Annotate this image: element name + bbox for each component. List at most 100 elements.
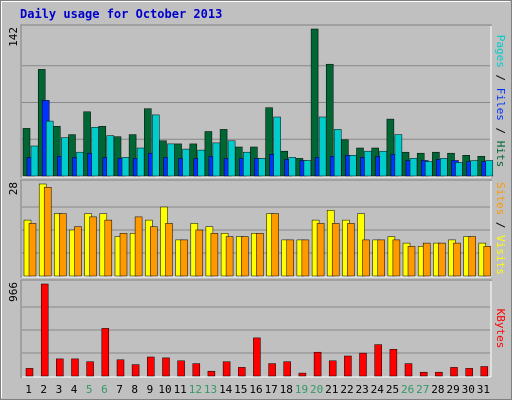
bar-kbytes bbox=[147, 356, 155, 377]
bar-sites bbox=[195, 229, 204, 277]
bar-pages bbox=[333, 129, 342, 177]
bar-sites bbox=[241, 236, 249, 277]
series-kbytes bbox=[25, 283, 489, 377]
bar-pages bbox=[45, 120, 54, 177]
xtick-label: 19 bbox=[295, 383, 308, 396]
bar-pages bbox=[136, 147, 145, 177]
bar-hits bbox=[22, 128, 31, 177]
bar-sites bbox=[165, 223, 173, 277]
xtick-label: 29 bbox=[446, 383, 459, 396]
legend-entry: Files bbox=[494, 88, 507, 121]
bar-kbytes bbox=[298, 372, 307, 377]
xtick-label: 6 bbox=[101, 383, 108, 396]
bar-kbytes bbox=[25, 368, 34, 377]
bar-kbytes bbox=[344, 355, 352, 377]
bar-pages bbox=[409, 158, 418, 177]
bar-kbytes bbox=[71, 358, 79, 377]
bar-pages bbox=[182, 148, 190, 177]
panel-legend: Sites / Visits bbox=[494, 182, 507, 275]
bar-kbytes bbox=[162, 357, 170, 377]
xtick-label: 16 bbox=[249, 383, 262, 396]
xtick-label: 4 bbox=[71, 383, 78, 396]
bar-sites bbox=[347, 223, 355, 277]
panel-visits-sites: 28 Sites / Visits bbox=[7, 179, 507, 278]
xtick-label: 9 bbox=[147, 383, 154, 396]
xtick-label: 23 bbox=[355, 383, 368, 396]
xtick-label: 2 bbox=[40, 383, 47, 396]
bar-sites bbox=[210, 233, 219, 277]
bar-hits bbox=[144, 108, 152, 177]
bar-sites bbox=[150, 226, 158, 277]
panel-legend: Pages / Files / Hits bbox=[494, 35, 507, 168]
bar-pages bbox=[243, 151, 251, 177]
panel-kbytes: 966 KBytes bbox=[7, 279, 507, 378]
bar-sites bbox=[119, 233, 128, 277]
bar-sites bbox=[377, 239, 385, 277]
legend-entry: / bbox=[494, 68, 507, 88]
bar-sites bbox=[407, 246, 416, 277]
bar-kbytes bbox=[419, 371, 428, 377]
bar-pages bbox=[91, 127, 99, 177]
bar-kbytes bbox=[131, 364, 140, 377]
xtick-label: 22 bbox=[340, 383, 353, 396]
bar-hits bbox=[128, 134, 137, 177]
bar-pages bbox=[394, 134, 403, 177]
xtick-label: 17 bbox=[265, 383, 278, 396]
panel-hits-files-pages: 142 Pages / Files / Hits bbox=[7, 24, 507, 178]
bar-sites bbox=[483, 246, 492, 277]
xtick-label: 11 bbox=[174, 383, 187, 396]
bar-pages bbox=[121, 157, 130, 177]
xtick-label: 10 bbox=[158, 383, 171, 396]
panel-legend: KBytes bbox=[494, 309, 507, 349]
bar-kbytes bbox=[253, 337, 261, 377]
bar-pages bbox=[152, 114, 160, 177]
xtick-label: 21 bbox=[325, 383, 338, 396]
xtick-label: 14 bbox=[219, 383, 233, 396]
bar-kbytes bbox=[313, 351, 322, 377]
bar-sites bbox=[453, 242, 461, 277]
xtick-label: 18 bbox=[280, 383, 293, 396]
bar-kbytes bbox=[328, 360, 337, 377]
bar-sites bbox=[316, 223, 325, 277]
bar-kbytes bbox=[40, 283, 49, 377]
series-hits bbox=[22, 28, 486, 177]
ytick-label: 966 bbox=[7, 282, 20, 302]
panels-layer: 142 Pages / Files / Hits 28 Sites / Visits 9… bbox=[7, 24, 507, 378]
xtick-label: 1 bbox=[25, 383, 32, 396]
bar-hits bbox=[310, 28, 319, 177]
bar-sites bbox=[392, 239, 401, 277]
bar-sites bbox=[74, 226, 82, 277]
bar-pages bbox=[106, 135, 115, 177]
legend-entry: Hits bbox=[494, 141, 507, 168]
bar-pages bbox=[440, 158, 448, 177]
bar-pages bbox=[76, 151, 84, 177]
bar-sites bbox=[468, 236, 476, 277]
legend-entry: / bbox=[494, 215, 507, 235]
xtick-label: 5 bbox=[86, 383, 93, 396]
bar-kbytes bbox=[207, 370, 216, 377]
bar-sites bbox=[422, 242, 431, 277]
bar-sites bbox=[43, 187, 52, 277]
bar-pages bbox=[197, 149, 206, 177]
xtick-label: 13 bbox=[204, 383, 217, 396]
bar-sites bbox=[28, 223, 37, 277]
legend-entry: / bbox=[494, 121, 507, 141]
bar-pages bbox=[212, 142, 221, 177]
bar-pages bbox=[485, 160, 494, 177]
series-files bbox=[26, 100, 490, 177]
xtick-label: 24 bbox=[371, 383, 385, 396]
bar-pages bbox=[379, 150, 387, 177]
bar-kbytes bbox=[56, 358, 64, 377]
bar-kbytes bbox=[450, 367, 458, 377]
legend-entry: Pages bbox=[494, 35, 507, 68]
bar-pages bbox=[288, 157, 296, 177]
series-visits bbox=[23, 183, 487, 277]
bar-kbytes bbox=[480, 366, 489, 377]
bar-pages bbox=[470, 160, 478, 177]
bar-kbytes bbox=[359, 352, 367, 377]
legend-entry: Visits bbox=[494, 235, 507, 275]
bar-pages bbox=[455, 162, 463, 177]
bar-pages bbox=[424, 161, 433, 177]
bar-pages bbox=[303, 160, 312, 177]
